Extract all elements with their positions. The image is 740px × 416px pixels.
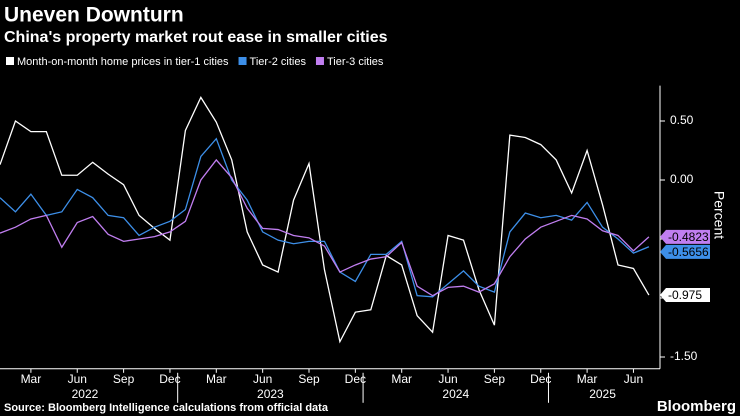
x-year-label: 2024 <box>442 387 469 401</box>
y-tick-label: 0.50 <box>670 113 694 127</box>
x-tick-label: Mar <box>206 372 227 386</box>
series-line <box>0 137 650 298</box>
y-tick-label: 0.00 <box>670 172 694 186</box>
x-tick-label: Dec <box>159 372 180 386</box>
legend-label: Tier-3 cities <box>327 56 384 68</box>
end-label: -0.975 <box>668 288 702 302</box>
x-tick-label: Mar <box>21 372 42 386</box>
x-year-label: 2025 <box>589 387 616 401</box>
end-label: -0.4823 <box>668 230 709 244</box>
series-line <box>0 96 650 344</box>
x-tick-label: Jun <box>624 372 643 386</box>
x-tick-label: Dec <box>345 372 366 386</box>
source-note: Source: Bloomberg Intelligence calculati… <box>4 402 329 414</box>
x-tick-label: Sep <box>298 372 320 386</box>
legend-label: Month-on-month home prices in tier-1 cit… <box>17 56 229 68</box>
end-label-box <box>660 229 710 244</box>
end-label-box <box>660 288 710 303</box>
x-tick-label: Dec <box>530 372 551 386</box>
series-line <box>0 158 650 297</box>
brand: Bloomberg <box>657 398 736 415</box>
chart-title: Uneven Downturn <box>4 4 184 27</box>
end-label-box <box>660 244 710 259</box>
x-tick-label: Jun <box>68 372 87 386</box>
x-tick-label: Sep <box>484 372 506 386</box>
x-tick-label: Sep <box>113 372 135 386</box>
end-label: -0.5656 <box>668 245 709 259</box>
legend-label: Tier-2 cities <box>250 56 307 68</box>
x-tick-label: Jun <box>438 372 457 386</box>
x-tick-label: Jun <box>253 372 272 386</box>
legend-swatch <box>315 57 324 65</box>
y-axis-label: Percent <box>711 191 727 239</box>
legend-swatch <box>6 57 14 65</box>
chart-subtitle: China's property market rout ease in sma… <box>4 29 388 46</box>
x-tick-label: Mar <box>391 372 412 386</box>
x-year-label: 2022 <box>72 387 99 401</box>
x-tick-label: Mar <box>577 372 598 386</box>
x-year-label: 2023 <box>257 387 284 401</box>
y-tick-label: -1.50 <box>670 349 698 363</box>
legend-swatch <box>238 57 247 65</box>
